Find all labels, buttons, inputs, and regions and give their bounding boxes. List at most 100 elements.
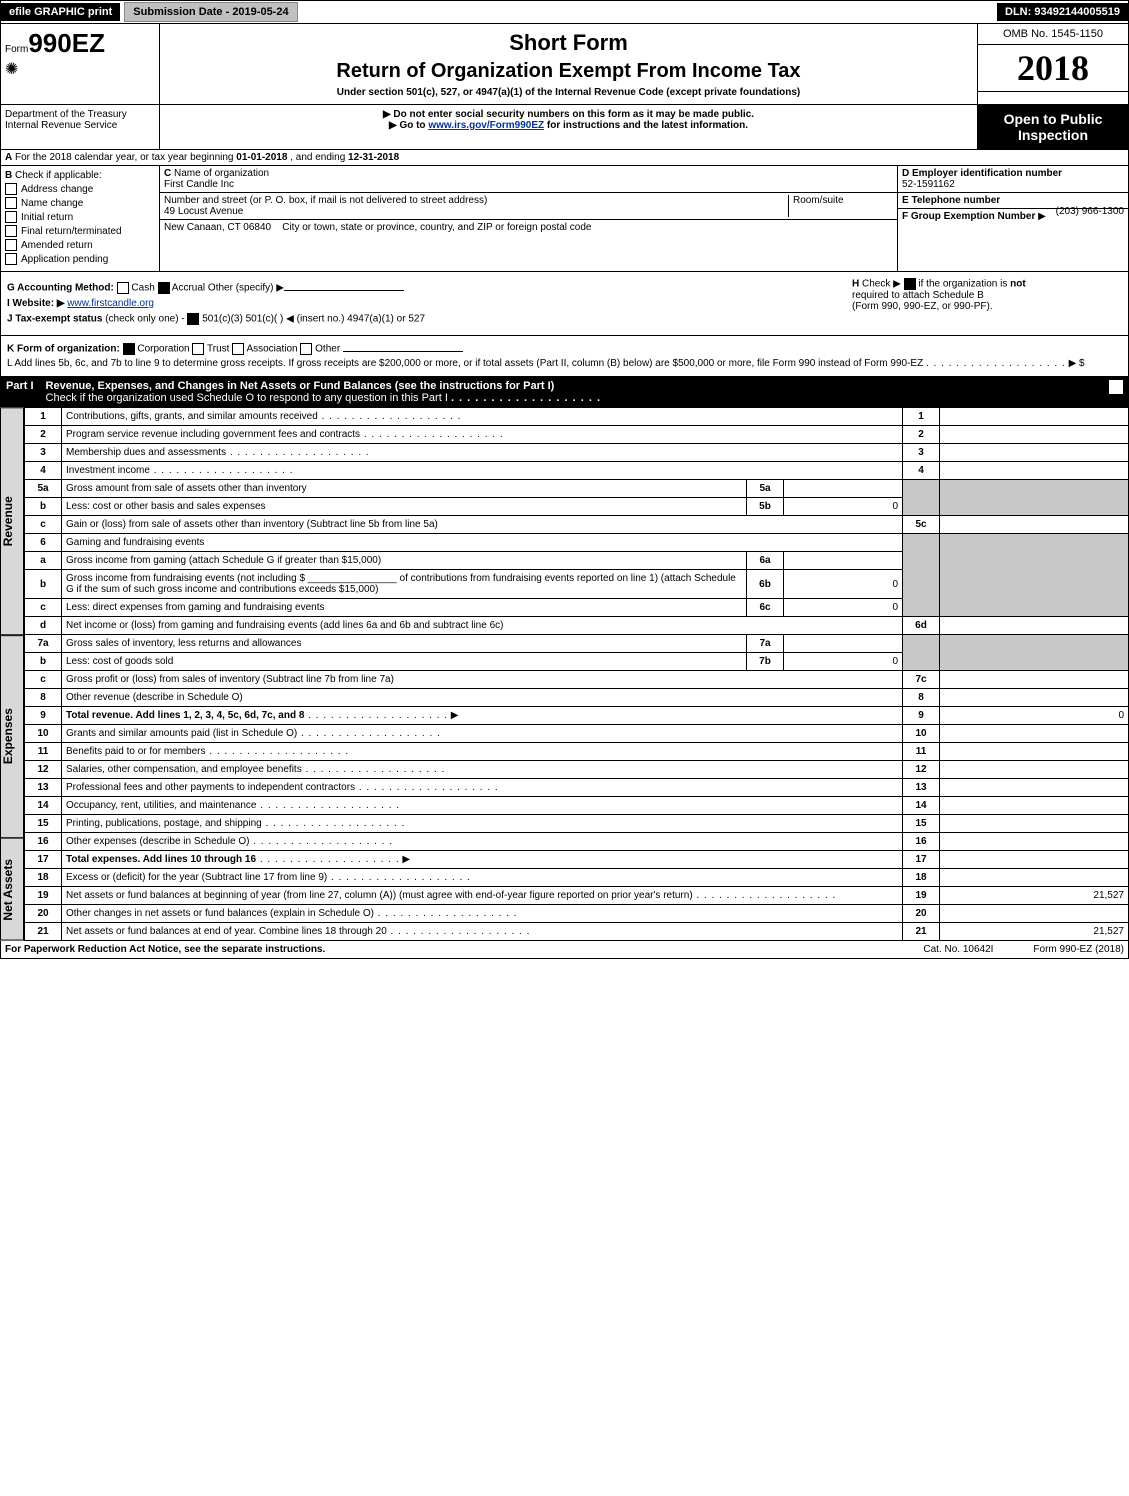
opt-name-change: Name change [21, 198, 83, 209]
other-specify-input[interactable] [284, 290, 404, 291]
line-value[interactable] [940, 617, 1129, 635]
sidebar-net-assets: Net Assets [0, 838, 24, 941]
checkbox-schedule-b[interactable] [904, 278, 916, 290]
table-row: 1Contributions, gifts, grants, and simil… [25, 408, 1129, 426]
mini-value[interactable]: 0 [784, 498, 903, 516]
ein-value: 52-1591162 [902, 179, 955, 190]
checkbox-501c3[interactable] [187, 313, 199, 325]
form-org-label: K Form of organization: [7, 344, 120, 355]
checkbox-cash[interactable] [117, 282, 129, 294]
checkbox-schedule-o[interactable] [1109, 380, 1123, 394]
line-num: 21 [25, 923, 62, 941]
tax-exempt-options: 501(c)(3) 501(c)( ) ◀ (insert no.) 4947(… [202, 314, 425, 325]
line-value[interactable] [940, 743, 1129, 761]
website-label: I Website: ▶ [7, 298, 65, 309]
line-value[interactable] [940, 725, 1129, 743]
table-row: 19Net assets or fund balances at beginni… [25, 887, 1129, 905]
h-not: not [1010, 279, 1026, 290]
catalog-number: Cat. No. 10642I [923, 944, 993, 955]
lines-table: 1Contributions, gifts, grants, and simil… [24, 407, 1129, 941]
dept-line2: Internal Revenue Service [5, 120, 155, 131]
mini-value[interactable]: 0 [784, 653, 903, 671]
checkbox-corporation[interactable] [123, 343, 135, 355]
line-value[interactable] [940, 869, 1129, 887]
line-value[interactable]: 21,527 [940, 923, 1129, 941]
checkbox-amended-return[interactable] [5, 239, 17, 251]
checkbox-final-return[interactable] [5, 225, 17, 237]
irs-link[interactable]: www.irs.gov/Form990EZ [428, 120, 544, 131]
line-value[interactable] [940, 851, 1129, 869]
line-value[interactable] [940, 815, 1129, 833]
gray-cell [903, 534, 940, 617]
mini-value[interactable]: 0 [784, 599, 903, 617]
section-kl: K Form of organization: Corporation Trus… [0, 336, 1129, 377]
line-num: 19 [25, 887, 62, 905]
table-row: 16Other expenses (describe in Schedule O… [25, 833, 1129, 851]
checkbox-trust[interactable] [192, 343, 204, 355]
omb-number: OMB No. 1545-1150 [978, 24, 1128, 45]
line-value[interactable]: 0 [940, 707, 1129, 725]
line-value[interactable] [940, 426, 1129, 444]
other-org-input[interactable] [343, 351, 463, 352]
mini-value[interactable] [784, 635, 903, 653]
tax-year: 2018 [978, 45, 1128, 92]
line-ref: 7c [903, 671, 940, 689]
department-block: Department of the Treasury Internal Reve… [1, 105, 160, 149]
line-num: a [25, 552, 62, 570]
table-row: 12Salaries, other compensation, and empl… [25, 761, 1129, 779]
line-value[interactable] [940, 797, 1129, 815]
checkbox-application-pending[interactable] [5, 253, 17, 265]
gray-cell [940, 534, 1129, 617]
table-row: 17Total expenses. Add lines 10 through 1… [25, 851, 1129, 869]
mini-value[interactable]: 0 [784, 570, 903, 599]
line-value[interactable] [940, 761, 1129, 779]
line-value[interactable] [940, 516, 1129, 534]
table-row: 5aGross amount from sale of assets other… [25, 480, 1129, 498]
mini-ref: 6b [747, 570, 784, 599]
section-c: C Name of organization First Candle Inc … [160, 166, 898, 271]
line-num: 9 [25, 707, 62, 725]
part1-title: Revenue, Expenses, and Changes in Net As… [46, 380, 555, 392]
checkbox-name-change[interactable] [5, 197, 17, 209]
line-num: 12 [25, 761, 62, 779]
line-ref: 1 [903, 408, 940, 426]
line-desc: Excess or (deficit) for the year (Subtra… [66, 872, 327, 883]
line-desc: Total expenses. Add lines 10 through 16 [66, 854, 256, 865]
line-value[interactable] [940, 833, 1129, 851]
instructions-block: ▶ Do not enter social security numbers o… [160, 105, 977, 149]
line-value[interactable] [940, 462, 1129, 480]
checkbox-accrual[interactable] [158, 282, 170, 294]
line-value[interactable]: 21,527 [940, 887, 1129, 905]
table-row: 11Benefits paid to or for members11 [25, 743, 1129, 761]
org-name: First Candle Inc [164, 179, 234, 190]
line-ref: 9 [903, 707, 940, 725]
website-link[interactable]: www.firstcandle.org [67, 298, 154, 309]
table-row: 7aGross sales of inventory, less returns… [25, 635, 1129, 653]
line-value[interactable] [940, 689, 1129, 707]
efile-button[interactable]: efile GRAPHIC print [1, 3, 120, 21]
line-value[interactable] [940, 408, 1129, 426]
dots-icon [360, 429, 504, 440]
submission-date-button[interactable]: Submission Date - 2019-05-24 [124, 2, 297, 22]
checkbox-association[interactable] [232, 343, 244, 355]
mini-value[interactable] [784, 552, 903, 570]
line-desc: Printing, publications, postage, and shi… [66, 818, 262, 829]
table-row: 6Gaming and fundraising events [25, 534, 1129, 552]
dots-icon [387, 926, 531, 937]
line-value[interactable] [940, 905, 1129, 923]
dots-icon [451, 392, 601, 404]
checkbox-address-change[interactable] [5, 183, 17, 195]
line-value[interactable] [940, 779, 1129, 797]
table-row: 9Total revenue. Add lines 1, 2, 3, 4, 5c… [25, 707, 1129, 725]
mini-value[interactable] [784, 480, 903, 498]
line-desc: Less: cost or other basis and sales expe… [66, 501, 266, 512]
dots-icon [150, 465, 294, 476]
dots-icon [206, 746, 350, 757]
checkbox-initial-return[interactable] [5, 211, 17, 223]
group-exemption-label: F Group Exemption Number [902, 211, 1035, 222]
line-value[interactable] [940, 444, 1129, 462]
checkbox-other-org[interactable] [300, 343, 312, 355]
line-desc: Net assets or fund balances at end of ye… [66, 926, 387, 937]
line-value[interactable] [940, 671, 1129, 689]
form-title-block: Short Form Return of Organization Exempt… [160, 24, 978, 104]
